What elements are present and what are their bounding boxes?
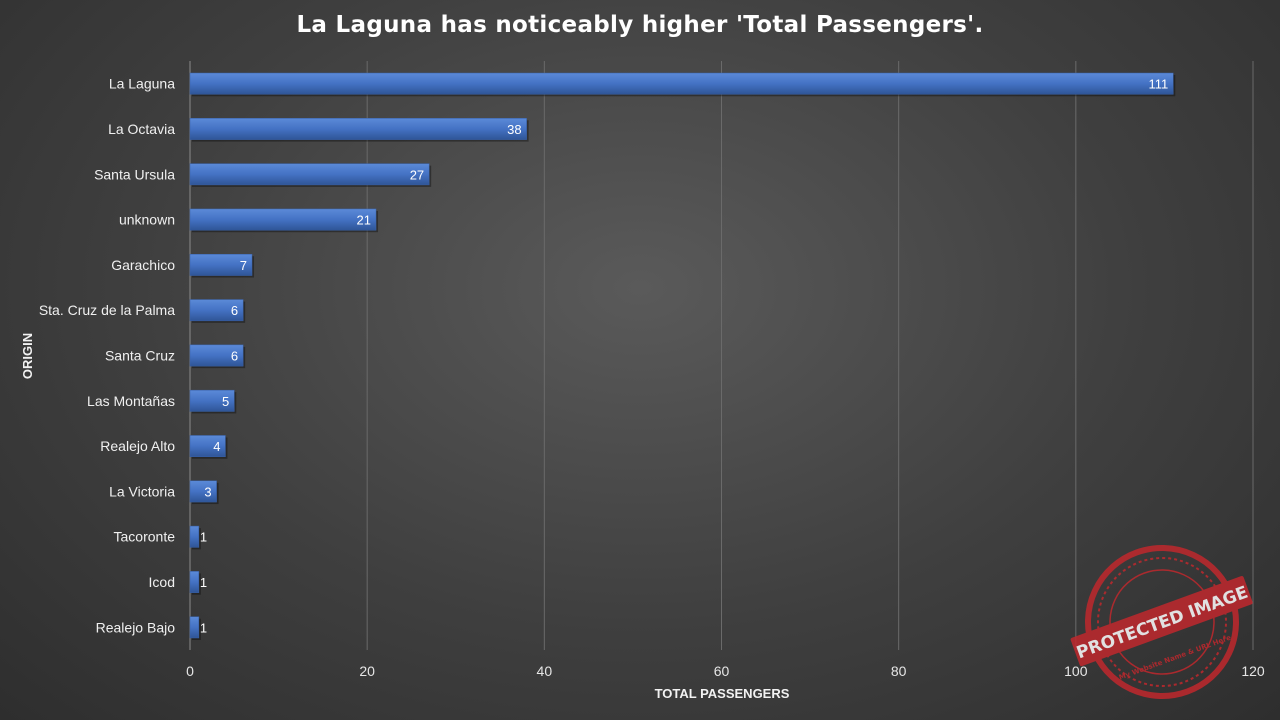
category-label: Realejo Bajo	[96, 619, 176, 635]
x-tick-label: 20	[359, 663, 375, 679]
bars	[189, 72, 1176, 640]
bar	[189, 118, 527, 140]
data-label: 4	[213, 439, 220, 454]
data-label: 21	[357, 213, 371, 228]
y-axis-title: ORIGIN	[20, 333, 35, 379]
category-label: Garachico	[111, 257, 175, 273]
data-label: 5	[222, 394, 229, 409]
category-label: Las Montañas	[87, 393, 175, 409]
data-label: 27	[410, 167, 424, 182]
bar	[189, 571, 200, 593]
x-tick-label: 100	[1064, 663, 1088, 679]
bar	[189, 299, 244, 322]
category-label: Santa Ursula	[94, 166, 175, 182]
category-label: Tacoronte	[114, 529, 176, 545]
bar	[189, 435, 226, 458]
data-label: 3	[204, 484, 211, 499]
data-label: 1	[200, 620, 207, 635]
category-label: La Laguna	[109, 76, 175, 92]
data-label: 6	[231, 303, 238, 318]
category-label: unknown	[119, 212, 175, 228]
stamp-main-text: PROTECTED IMAGE	[1074, 583, 1251, 664]
data-label: 1	[200, 575, 207, 590]
x-tick-label: 60	[714, 663, 730, 679]
data-label: 1	[200, 530, 207, 545]
x-tick-label: 40	[537, 663, 553, 679]
bar	[189, 616, 200, 639]
data-label: 6	[231, 349, 238, 364]
bar	[189, 389, 235, 412]
category-label: Icod	[149, 574, 175, 590]
x-tick-label: 120	[1241, 663, 1265, 679]
category-label: Sta. Cruz de la Palma	[39, 302, 175, 318]
x-tick-label: 80	[891, 663, 907, 679]
bar	[189, 480, 217, 503]
data-label: 111	[1149, 77, 1169, 92]
protected-image-stamp: PROTECTED IMAGE My Website Name & URL He…	[1070, 545, 1253, 699]
category-label: Santa Cruz	[105, 348, 175, 364]
category-label: La Victoria	[109, 483, 175, 499]
chart-title: La Laguna has noticeably higher 'Total P…	[296, 12, 984, 38]
bar	[189, 344, 244, 367]
data-label: 7	[240, 258, 247, 273]
x-axis-title: TOTAL PASSENGERS	[655, 686, 790, 701]
bar	[189, 72, 1174, 95]
x-tick-label: 0	[186, 663, 194, 679]
data-label: 38	[507, 122, 521, 137]
gridlines	[189, 61, 1254, 650]
bar	[189, 208, 377, 231]
bar	[189, 525, 200, 548]
bar	[189, 163, 430, 186]
category-label: La Octavia	[108, 121, 175, 137]
bar	[189, 253, 253, 276]
category-label: Realejo Alto	[100, 438, 175, 454]
